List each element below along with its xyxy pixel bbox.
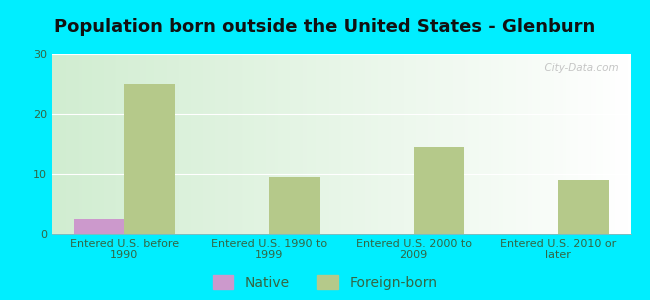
Legend: Native, Foreign-born: Native, Foreign-born bbox=[213, 275, 437, 290]
Bar bbox=[413, 147, 464, 234]
Bar bbox=[269, 177, 320, 234]
Bar bbox=[73, 219, 124, 234]
Bar bbox=[558, 180, 609, 234]
Text: City-Data.com: City-Data.com bbox=[538, 63, 619, 73]
Text: Population born outside the United States - Glenburn: Population born outside the United State… bbox=[55, 18, 595, 36]
Bar bbox=[124, 84, 175, 234]
